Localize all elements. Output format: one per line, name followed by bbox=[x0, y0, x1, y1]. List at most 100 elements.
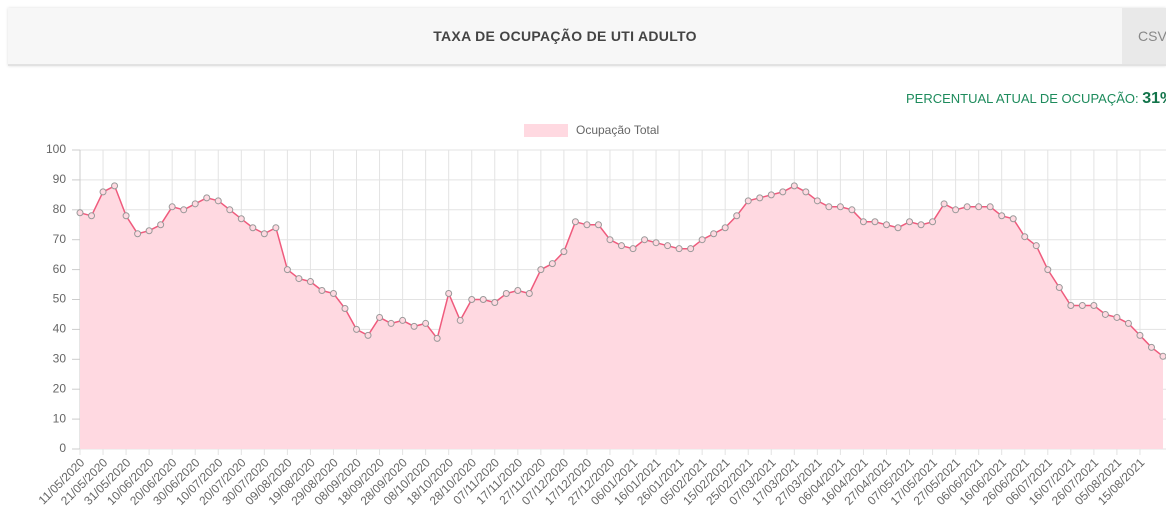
point bbox=[756, 194, 764, 202]
point bbox=[871, 218, 879, 226]
point bbox=[99, 188, 107, 196]
card-title: TAXA DE OCUPAÇÃO DE UTI ADULTO bbox=[433, 28, 697, 44]
point bbox=[664, 242, 672, 250]
y-tick-label: 100 bbox=[46, 142, 66, 156]
point bbox=[583, 221, 591, 229]
point bbox=[260, 230, 268, 238]
point bbox=[502, 290, 510, 298]
point bbox=[998, 212, 1006, 220]
point bbox=[295, 275, 303, 283]
point bbox=[341, 304, 349, 312]
point bbox=[963, 203, 971, 211]
point bbox=[1032, 242, 1040, 250]
y-tick-label: 80 bbox=[53, 202, 67, 216]
point bbox=[422, 319, 430, 327]
point bbox=[802, 188, 810, 196]
point bbox=[1101, 310, 1109, 318]
point bbox=[168, 203, 176, 211]
point bbox=[433, 334, 441, 342]
point bbox=[906, 218, 914, 226]
point bbox=[1113, 313, 1121, 321]
point bbox=[836, 203, 844, 211]
csv-button[interactable]: CSV bbox=[1122, 8, 1166, 64]
point bbox=[76, 209, 84, 217]
point bbox=[710, 230, 718, 238]
point bbox=[698, 236, 706, 244]
point bbox=[445, 290, 453, 298]
point bbox=[364, 331, 372, 339]
point bbox=[306, 278, 314, 286]
point bbox=[779, 188, 787, 196]
y-tick-label: 30 bbox=[53, 351, 67, 365]
point bbox=[237, 215, 245, 223]
y-tick-label: 40 bbox=[53, 322, 67, 336]
point bbox=[1021, 233, 1029, 241]
point bbox=[986, 203, 994, 211]
point bbox=[191, 200, 199, 208]
point bbox=[180, 206, 188, 214]
legend-label: Ocupação Total bbox=[576, 123, 659, 137]
y-tick-label: 0 bbox=[59, 441, 66, 455]
point bbox=[249, 224, 257, 232]
point bbox=[571, 218, 579, 226]
point bbox=[744, 197, 752, 205]
y-tick-label: 50 bbox=[53, 292, 67, 306]
point bbox=[1147, 343, 1155, 351]
point bbox=[353, 325, 361, 333]
y-tick-label: 10 bbox=[53, 411, 67, 425]
point bbox=[88, 212, 96, 220]
summary: PERCENTUAL ATUAL DE OCUPAÇÃO: 31% bbox=[906, 90, 1166, 108]
y-tick-label: 90 bbox=[53, 172, 67, 186]
point bbox=[456, 316, 464, 324]
point bbox=[537, 266, 545, 274]
point bbox=[1009, 215, 1017, 223]
point bbox=[387, 319, 395, 327]
point bbox=[283, 266, 291, 274]
legend-swatch bbox=[524, 124, 568, 137]
point bbox=[929, 218, 937, 226]
point bbox=[214, 197, 222, 205]
point bbox=[940, 200, 948, 208]
point bbox=[848, 206, 856, 214]
point bbox=[859, 218, 867, 226]
y-tick-label: 70 bbox=[53, 232, 67, 246]
point bbox=[790, 182, 798, 190]
point bbox=[1044, 266, 1052, 274]
point bbox=[618, 242, 625, 250]
y-tick-label: 20 bbox=[53, 381, 67, 395]
point bbox=[514, 287, 522, 295]
point bbox=[272, 224, 280, 232]
point bbox=[468, 296, 476, 303]
summary-value: 31% bbox=[1142, 90, 1166, 107]
point bbox=[825, 203, 833, 211]
point bbox=[479, 296, 487, 303]
point bbox=[675, 245, 683, 253]
point bbox=[1136, 331, 1144, 339]
point bbox=[491, 298, 499, 306]
point bbox=[594, 221, 602, 229]
card-header: TAXA DE OCUPAÇÃO DE UTI ADULTO CSV bbox=[8, 8, 1166, 66]
point bbox=[652, 239, 660, 247]
y-tick-label: 60 bbox=[53, 262, 67, 276]
point bbox=[410, 322, 418, 330]
point bbox=[548, 260, 556, 268]
point bbox=[767, 191, 775, 199]
point bbox=[399, 316, 407, 324]
point bbox=[122, 212, 130, 220]
point bbox=[525, 290, 533, 298]
point bbox=[721, 224, 729, 232]
point bbox=[226, 206, 234, 214]
point bbox=[134, 230, 142, 238]
point bbox=[560, 248, 568, 256]
point bbox=[1067, 301, 1075, 309]
point bbox=[376, 313, 384, 321]
point bbox=[157, 221, 165, 229]
point bbox=[606, 236, 614, 244]
point bbox=[1159, 352, 1166, 360]
point bbox=[318, 287, 326, 295]
point bbox=[1078, 301, 1086, 309]
point bbox=[917, 221, 925, 229]
point bbox=[952, 206, 960, 214]
point bbox=[641, 236, 649, 244]
point bbox=[882, 221, 890, 229]
